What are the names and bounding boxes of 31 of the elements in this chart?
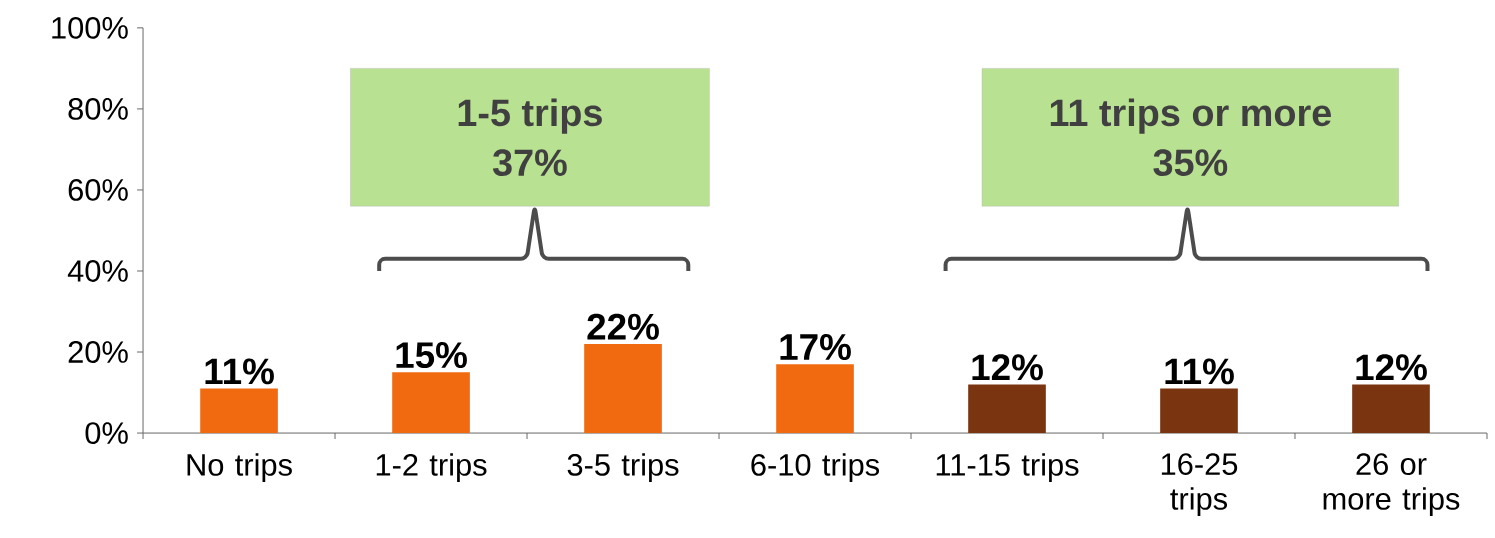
annotation: 11 trips or more: [1050, 98, 1331, 134]
data-label: 11%: [205, 358, 274, 385]
annotation: 1-5 trips: [458, 98, 602, 134]
bar: [200, 388, 278, 434]
bar: [584, 344, 662, 434]
y-tick-label: 100%: [52, 17, 128, 39]
bar: [968, 384, 1046, 434]
data-label: 11%: [1165, 358, 1234, 385]
x-tick-label: No trips: [187, 453, 292, 483]
bar: [776, 364, 854, 434]
y-tick-label: 80%: [68, 98, 128, 121]
y-tick-label: 0%: [85, 422, 128, 445]
annotation: 37%: [492, 149, 567, 177]
bar: [392, 372, 470, 434]
y-tick-label: 60%: [68, 179, 128, 202]
data-label: 22%: [587, 313, 659, 340]
x-tick-label: 26 or more trips: [1323, 453, 1460, 517]
bar: [1160, 388, 1238, 434]
annotation: 35%: [1153, 149, 1228, 177]
x-tick-label: 16-25 trips: [1161, 453, 1238, 517]
y-tick-label: 40%: [67, 260, 128, 283]
data-label: 15%: [396, 342, 467, 369]
bar: [1352, 384, 1430, 434]
data-label: 12%: [1356, 354, 1427, 381]
x-tick-label: 11-15 trips: [936, 453, 1079, 483]
data-label: 17%: [780, 334, 851, 361]
x-tick-label: 1-2 trips: [376, 453, 487, 483]
x-tick-label: 3-5 trips: [567, 453, 679, 483]
x-tick-label: 6-10 trips: [751, 453, 880, 483]
data-label: 12%: [972, 354, 1043, 381]
y-tick-label: 20%: [68, 341, 128, 364]
